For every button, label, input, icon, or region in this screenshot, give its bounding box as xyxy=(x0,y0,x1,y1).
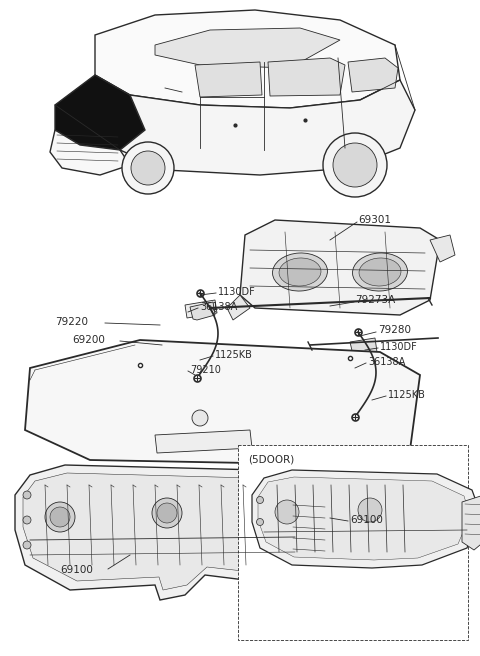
Polygon shape xyxy=(55,75,145,150)
Ellipse shape xyxy=(279,258,321,286)
Ellipse shape xyxy=(273,253,327,291)
Text: 1125KB: 1125KB xyxy=(215,350,253,360)
Circle shape xyxy=(333,143,377,187)
Polygon shape xyxy=(227,295,250,320)
Text: 69200: 69200 xyxy=(72,335,105,345)
Circle shape xyxy=(122,142,174,194)
Circle shape xyxy=(256,518,264,525)
Polygon shape xyxy=(50,130,130,175)
Text: 69100: 69100 xyxy=(350,515,383,525)
Circle shape xyxy=(256,497,264,504)
Polygon shape xyxy=(252,470,480,568)
Circle shape xyxy=(323,133,387,197)
Text: 36138A: 36138A xyxy=(200,302,237,312)
Polygon shape xyxy=(258,477,470,560)
Text: 1130DF: 1130DF xyxy=(218,287,256,297)
Polygon shape xyxy=(23,473,301,590)
Polygon shape xyxy=(240,220,440,315)
Polygon shape xyxy=(155,430,252,453)
Polygon shape xyxy=(95,10,400,108)
Text: 79220: 79220 xyxy=(55,317,88,327)
Ellipse shape xyxy=(359,258,401,286)
Circle shape xyxy=(157,503,177,523)
Circle shape xyxy=(50,507,70,527)
Circle shape xyxy=(358,498,382,522)
Text: 79280: 79280 xyxy=(378,325,411,335)
Polygon shape xyxy=(350,338,377,356)
Polygon shape xyxy=(285,495,335,565)
Polygon shape xyxy=(120,80,415,175)
Text: 69100: 69100 xyxy=(60,565,93,575)
Circle shape xyxy=(23,491,31,499)
Text: 69301: 69301 xyxy=(358,215,391,225)
Polygon shape xyxy=(348,58,398,92)
Polygon shape xyxy=(430,235,455,262)
Polygon shape xyxy=(462,494,480,550)
Circle shape xyxy=(192,410,208,426)
Text: 1125KB: 1125KB xyxy=(388,390,426,400)
Circle shape xyxy=(131,151,165,185)
Ellipse shape xyxy=(352,253,408,291)
Bar xyxy=(238,445,468,640)
Polygon shape xyxy=(195,62,262,97)
Text: 36138A: 36138A xyxy=(368,357,405,367)
Polygon shape xyxy=(190,302,215,320)
Polygon shape xyxy=(25,340,420,465)
Circle shape xyxy=(45,502,75,532)
Polygon shape xyxy=(185,300,217,318)
Circle shape xyxy=(23,541,31,549)
Text: 1130DF: 1130DF xyxy=(380,342,418,352)
Text: 79210: 79210 xyxy=(190,365,221,375)
Text: 79273A: 79273A xyxy=(355,295,395,305)
Circle shape xyxy=(152,498,182,528)
Circle shape xyxy=(275,500,299,524)
Text: (5DOOR): (5DOOR) xyxy=(248,454,294,464)
Circle shape xyxy=(23,516,31,524)
Polygon shape xyxy=(15,465,315,600)
Polygon shape xyxy=(155,28,340,68)
Polygon shape xyxy=(268,58,345,96)
